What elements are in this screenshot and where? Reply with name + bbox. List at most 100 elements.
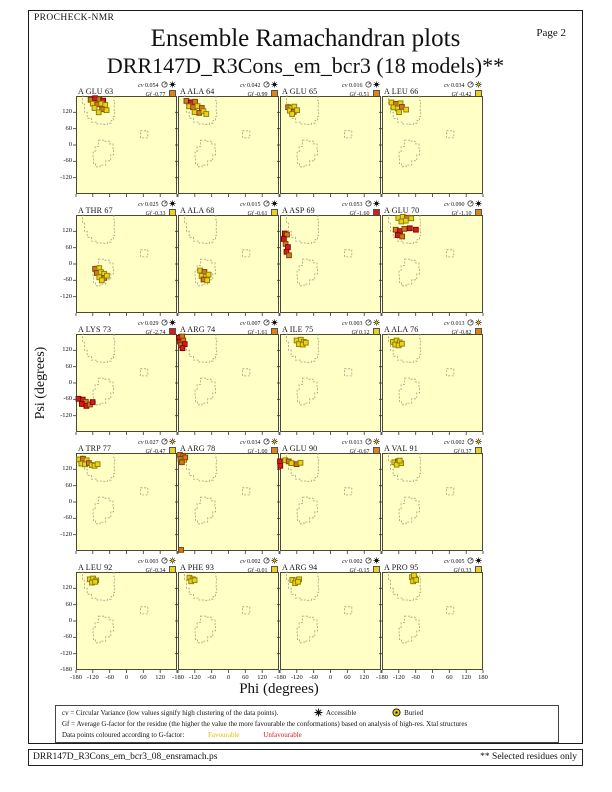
cv-dial-icon — [365, 81, 372, 88]
data-point — [396, 457, 403, 464]
buried-icon — [475, 319, 482, 326]
y-tick-label: -60 — [63, 157, 72, 165]
residue-cell-a-thr-67: A THR 67 cv 0.025 Gf -0.33 — [73, 200, 178, 316]
beta-region-outline — [184, 452, 218, 482]
buried-icon — [169, 438, 176, 445]
data-point — [277, 462, 284, 469]
plot-header: A PHE 93 cv 0.002 Gf -0.01 — [178, 557, 279, 574]
alpha-region-outline — [92, 139, 114, 168]
left-alpha-region-outline — [242, 368, 251, 377]
data-point — [284, 231, 290, 238]
plot-area — [178, 453, 279, 551]
ramachandran-plot — [73, 333, 178, 435]
data-point — [403, 106, 409, 113]
residue-label: A LYS 73 — [78, 325, 112, 334]
residue-cell-a-phe-93: A PHE 93 cv 0.002 Gf -0.01 — [175, 557, 280, 673]
alpha-region-outline — [296, 615, 318, 644]
beta-region-outline — [82, 333, 116, 363]
beta-region-outline — [286, 214, 320, 244]
x-tick-label: -60 — [105, 674, 114, 681]
cv-value: cv 0.015 — [240, 200, 278, 209]
y-tick-label: -60 — [63, 633, 72, 641]
data-point — [288, 460, 295, 466]
accessible-icon — [169, 200, 176, 207]
residue-cell-a-leu-66: A LEU 66 cv 0.034 Gf -0.42 — [379, 81, 484, 197]
cv-dial-icon — [467, 438, 474, 445]
residue-cell-a-asp-69: A ASP 69 cv 0.053 Gf -1.60 — [277, 200, 382, 316]
left-alpha-region-outline — [140, 130, 149, 139]
y-tick-label: 0 — [68, 617, 72, 624]
cv-dial-icon — [263, 438, 270, 445]
x-tick-label: 0 — [226, 674, 231, 681]
ramachandran-plot — [175, 333, 280, 435]
plot-area — [76, 334, 177, 432]
plot-area — [280, 215, 381, 313]
plot-header: A GLU 70 cv 0.090 Gf -1.10 — [382, 200, 483, 217]
left-alpha-region-outline — [242, 130, 251, 139]
beta-region-outline — [286, 452, 320, 482]
data-point — [295, 578, 301, 585]
residue-cell-a-ala-68: A ALA 68 cv 0.015 Gf -0.61 — [175, 200, 280, 316]
legend-line-cv: cv = Circular Variance (low values signi… — [62, 708, 552, 719]
buried-icon — [475, 438, 482, 445]
accessible-icon — [373, 200, 380, 207]
data-point — [91, 105, 98, 111]
plot-header: A ARG 94 cv 0.002 Gf -0.15 — [280, 557, 381, 574]
footer-filename: DRR147D_R3Cons_em_bcr3_08_ensramach.ps — [33, 752, 218, 762]
y-tick-label: 120 — [62, 465, 72, 473]
y-tick-label: 0 — [68, 379, 72, 386]
x-tick-label: 120 — [257, 674, 268, 681]
residue-label: A ARG 78 — [180, 444, 216, 453]
residue-cell-a-pro-95: A PRO 95 cv 0.005 Gf 0.33 — [379, 557, 484, 673]
left-alpha-region-outline — [344, 130, 353, 139]
plot-area — [178, 572, 279, 670]
plot-header: A GLU 63 cv 0.054 Gf -0.77 — [76, 81, 177, 98]
x-tick-label: 120 — [359, 674, 370, 681]
buried-icon — [373, 319, 380, 326]
legend-unfavourable-label: Unfavourable — [263, 731, 302, 739]
cv-value: cv 0.003 — [138, 557, 176, 566]
legend-gf-text: Gf = Average G-factor for the residue (t… — [62, 720, 468, 728]
residue-cell-a-leu-92: A LEU 92 cv 0.003 Gf -0.34 — [73, 557, 178, 673]
x-tick-label: -120 — [86, 674, 99, 681]
residue-label: A PRO 95 — [384, 563, 419, 572]
ramachandran-plot — [277, 333, 382, 435]
data-point — [203, 111, 210, 117]
data-point — [179, 459, 185, 466]
x-tick-label: 60 — [242, 674, 249, 681]
x-tick-label: 60 — [446, 674, 453, 681]
plot-area — [382, 572, 483, 670]
beta-region-outline — [82, 571, 116, 601]
y-tick-label: 60 — [65, 243, 73, 251]
data-point — [191, 577, 198, 584]
left-alpha-region-outline — [140, 487, 149, 496]
ramachandran-plot — [379, 571, 484, 673]
page-frame: PROCHECK-NMR Page 2 Ensemble Ramachandra… — [28, 10, 583, 744]
plot-header: A TRP 77 cv 0.027 Gf -0.47 — [76, 438, 177, 455]
cv-dial-icon — [263, 319, 270, 326]
page-subtitle: DRR147D_R3Cons_em_bcr3 (18 models)** — [106, 53, 505, 78]
ramachandran-plot — [379, 333, 484, 435]
cv-value: cv 0.029 — [138, 319, 176, 328]
legend-accessible-label: Accessible — [326, 709, 357, 717]
y-axis-label: Psi (degrees) — [33, 346, 48, 420]
x-tick-label: -60 — [411, 674, 420, 681]
y-tick-label: 120 — [62, 227, 72, 235]
cv-value: cv 0.002 — [342, 557, 380, 566]
data-point — [413, 577, 420, 583]
beta-region-outline — [82, 452, 116, 482]
accessible-icon — [373, 81, 380, 88]
plot-header: A GLU 65 cv 0.016 Gf -0.51 — [280, 81, 381, 98]
left-alpha-region-outline — [446, 249, 455, 258]
data-point — [89, 399, 96, 405]
data-point — [95, 109, 102, 116]
beta-region-outline — [82, 214, 116, 244]
plot-header: A LYS 73 cv 0.029 Gf -2.74 — [76, 319, 177, 336]
plot-header: A LEU 66 cv 0.034 Gf -0.42 — [382, 81, 483, 98]
data-point — [94, 461, 101, 468]
plot-header: A ASP 69 cv 0.053 Gf -1.60 — [280, 200, 381, 217]
residue-label: A ALA 76 — [384, 325, 419, 334]
data-point — [289, 111, 295, 117]
y-tick-label: 0 — [68, 260, 72, 267]
page-title: Ensemble Ramachandran plots — [150, 25, 461, 52]
